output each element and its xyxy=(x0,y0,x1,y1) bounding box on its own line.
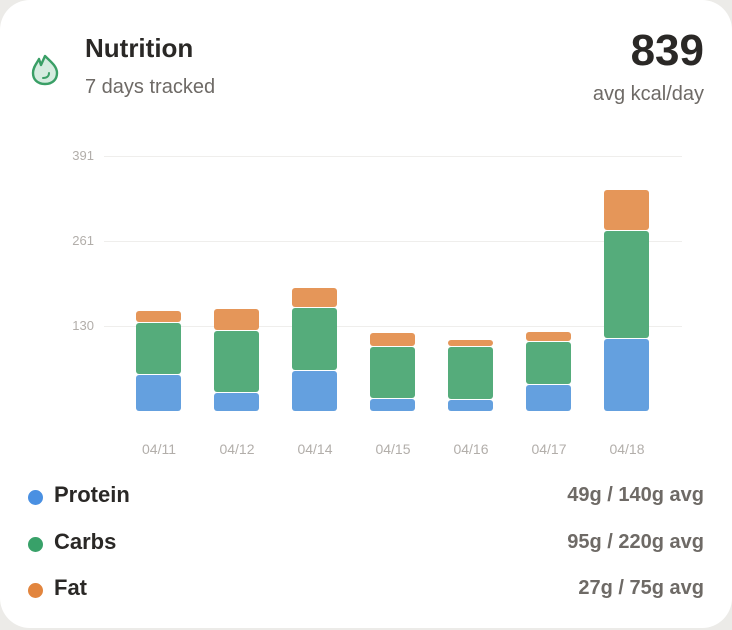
protein-dot-icon xyxy=(28,490,43,505)
card-title: Nutrition xyxy=(85,33,194,63)
legend-row-protein: Protein 49g / 140g avg xyxy=(28,482,704,512)
bar-04-11[interactable] xyxy=(136,0,181,470)
x-tick-label: 04/16 xyxy=(453,441,489,457)
legend-label: Carbs xyxy=(54,529,117,554)
carbs-segment xyxy=(448,347,493,400)
y-tick-label: 261 xyxy=(72,232,94,248)
bar-04-15[interactable] xyxy=(370,0,415,470)
bar-04-16[interactable] xyxy=(448,0,493,470)
protein-segment xyxy=(136,374,181,411)
protein-segment xyxy=(214,393,259,411)
protein-segment xyxy=(526,385,571,411)
carbs-segment xyxy=(136,322,181,374)
fat-segment xyxy=(448,339,493,347)
legend-value: 49g / 140g avg xyxy=(567,484,704,506)
carbs-segment xyxy=(214,331,259,393)
bar-04-12[interactable] xyxy=(214,0,259,470)
legend-label: Fat xyxy=(54,575,87,600)
legend-value: 95g / 220g avg xyxy=(567,531,704,553)
protein-segment xyxy=(604,338,649,411)
fat-segment xyxy=(214,308,259,331)
protein-segment xyxy=(448,400,493,411)
carbs-segment xyxy=(370,346,415,398)
protein-segment xyxy=(292,370,337,411)
x-tick-label: 04/17 xyxy=(531,441,567,457)
fat-segment xyxy=(526,331,571,341)
fat-dot-icon xyxy=(28,583,43,598)
x-tick-label: 04/18 xyxy=(609,441,645,457)
fat-segment xyxy=(136,310,181,322)
carbs-segment xyxy=(526,341,571,385)
bar-04-14[interactable] xyxy=(292,0,337,470)
x-tick-label: 04/12 xyxy=(219,441,255,457)
y-tick-label: 391 xyxy=(72,148,94,163)
legend-label: Protein xyxy=(54,482,130,507)
carbs-segment xyxy=(604,231,649,338)
flame-icon xyxy=(30,53,60,87)
gridline xyxy=(104,156,682,157)
stacked-bar-chart: 130 261 391 04/11 04/12 04/14 04/15 04/16 04/17 0… xyxy=(72,0,682,470)
fat-segment xyxy=(292,288,337,308)
y-tick-label: 130 xyxy=(72,318,94,334)
x-tick-label: 04/11 xyxy=(142,441,176,457)
legend-row-fat: Fat 27g / 75g avg xyxy=(28,575,704,605)
bar-04-17[interactable] xyxy=(526,0,571,470)
avg-kcal-label: avg kcal/day xyxy=(592,83,704,105)
gridline xyxy=(104,240,682,242)
carbs-dot-icon xyxy=(28,537,43,552)
fat-segment xyxy=(370,333,415,346)
gridline xyxy=(104,326,682,328)
x-tick-label: 04/15 xyxy=(375,441,411,457)
legend-value: 27g / 75g avg xyxy=(578,577,704,599)
days-tracked: 7 days tracked xyxy=(85,76,216,98)
avg-kcal-value: 839 xyxy=(630,26,704,75)
carbs-segment xyxy=(292,308,337,370)
fat-segment xyxy=(604,190,649,231)
bar-04-18[interactable] xyxy=(604,0,649,470)
legend-row-carbs: Carbs 95g / 220g avg xyxy=(28,529,704,559)
protein-segment xyxy=(370,398,415,411)
x-tick-label: 04/14 xyxy=(297,441,333,457)
